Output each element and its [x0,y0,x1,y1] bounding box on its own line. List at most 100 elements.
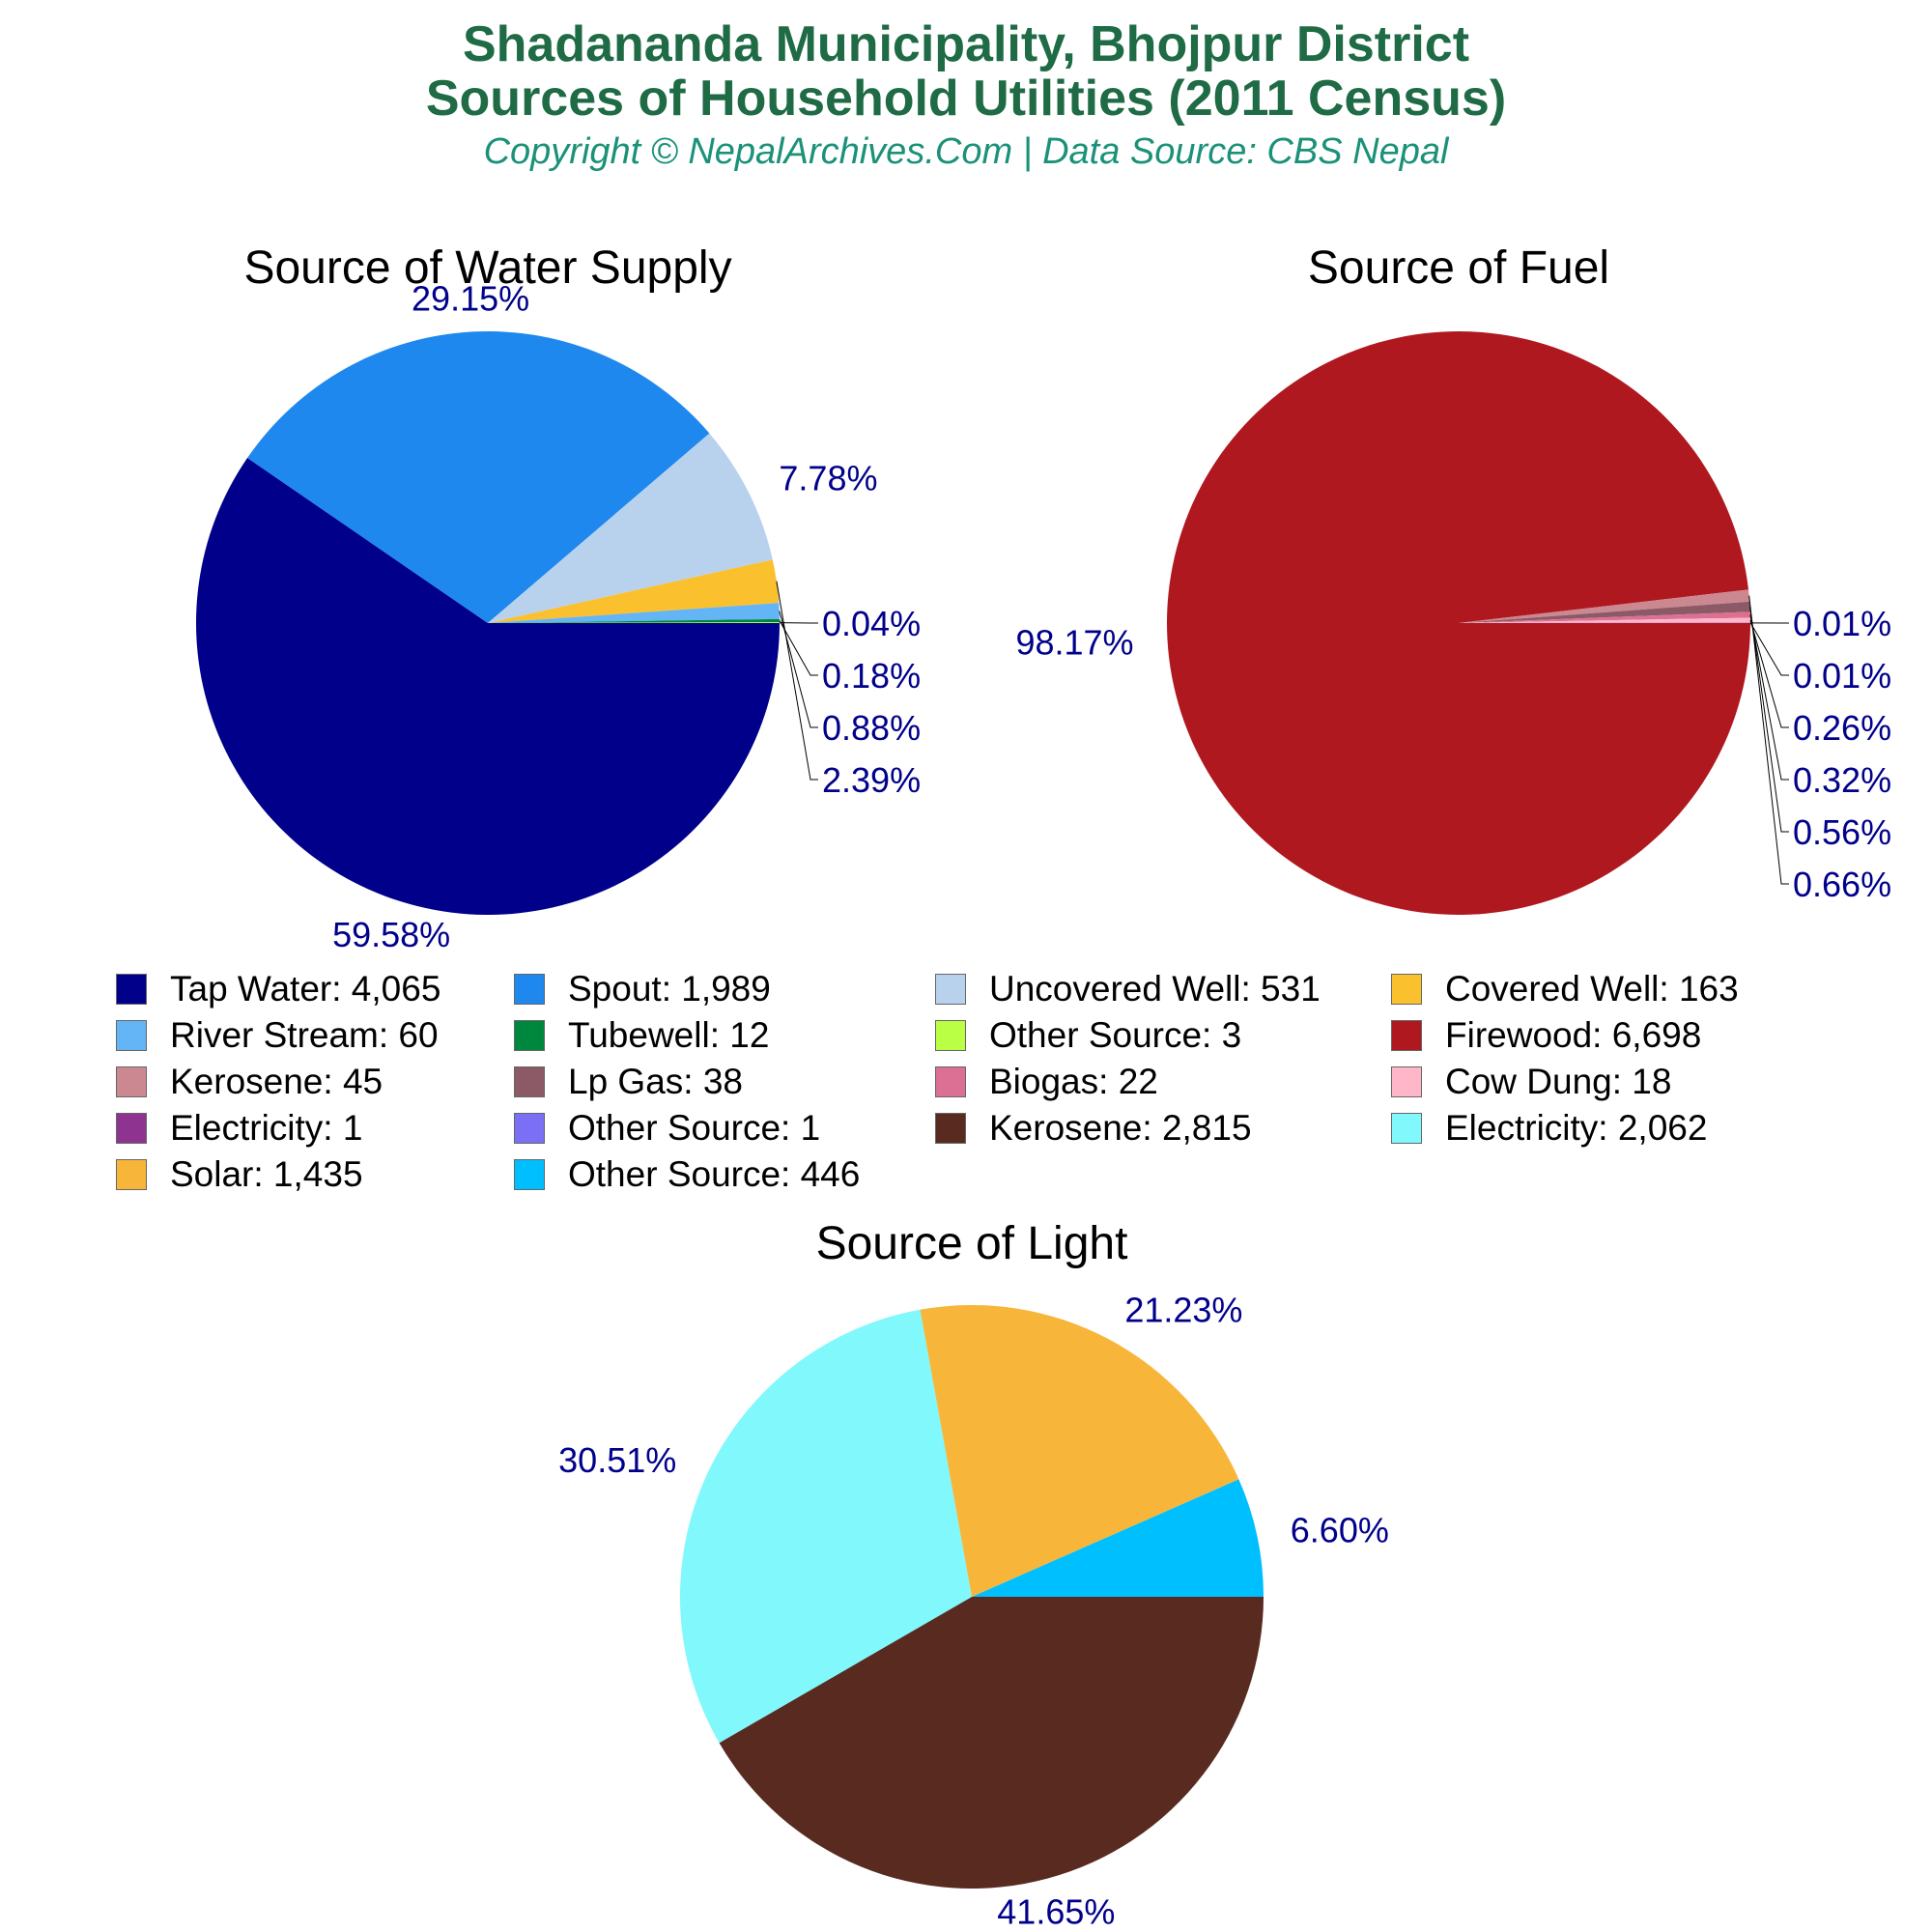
pie-value-label: 30.51% [558,1440,676,1480]
pie-value-label: 59.58% [332,915,450,954]
legend-item: Other Source: 446 [514,1153,935,1196]
legend-item: Kerosene: 2,815 [935,1107,1391,1150]
pie-slice-uncovered-well [488,433,773,623]
pie-slice-biogas [1459,611,1750,623]
legend-swatch [514,974,545,1005]
legend-label: Other Source: 1 [568,1108,821,1148]
callout-line [1749,606,1789,833]
pie-title: Source of Light [816,1218,1128,1269]
pie-slice-tap-water [195,458,781,915]
pie-title: Source of Fuel [1308,242,1609,294]
legend-label: Lp Gas: 38 [568,1062,744,1101]
legend-label: Other Source: 446 [568,1154,861,1194]
legend-swatch [116,1113,147,1144]
legend-item: Covered Well: 163 [1391,968,1816,1010]
legend-item: Solar: 1,435 [116,1153,514,1196]
callout-line [1749,622,1789,676]
pie-value-label: 0.01% [1793,656,1891,696]
chart-subtitle: Copyright © NepalArchives.Com | Data Sou… [483,131,1449,172]
legend-label: Covered Well: 163 [1445,969,1739,1009]
pie-slice-cow-dung [1459,617,1750,623]
pie-slice-other-source [972,1479,1264,1597]
legend-label: Spout: 1,989 [568,969,771,1009]
pie-slice-electricity [1459,622,1750,623]
legend-item: Electricity: 1 [116,1107,514,1150]
legend-swatch [935,1113,966,1144]
pie-value-label: 41.65% [997,1891,1115,1931]
callout-line [779,620,818,676]
legend-label: Electricity: 2,062 [1445,1108,1708,1148]
legend-item: Cow Dung: 18 [1391,1061,1816,1103]
pie-chart-3: Source of Light 41.65% 30.51% 21.23% 6.60% [558,1218,1389,1931]
legend-swatch [116,1159,147,1190]
pie-value-label: 0.26% [1793,708,1891,748]
legend-label: River Stream: 60 [170,1015,439,1055]
pie-slice-solar [920,1305,1239,1597]
legend-item: Other Source: 3 [935,1014,1391,1057]
pie-slice-electricity [679,1309,972,1744]
legend-label: Tubewell: 12 [568,1015,770,1055]
legend-item: Tap Water: 4,065 [116,968,514,1010]
pie-slice-other-source [488,622,780,623]
pie-value-label: 0.56% [1793,812,1891,852]
legend-item: River Stream: 60 [116,1014,514,1057]
legend-item: Spout: 1,989 [514,968,935,1010]
callout-line [1749,619,1789,728]
pie-slice-lp-gas [1459,601,1750,623]
legend-item: Lp Gas: 38 [514,1061,935,1103]
legend-swatch [1391,974,1422,1005]
legend-swatch [514,1066,545,1097]
pie-value-label: 29.15% [412,278,529,318]
pie-value-label: 6.60% [1291,1511,1389,1550]
legend-item: Electricity: 2,062 [1391,1107,1816,1150]
legend-label: Cow Dung: 18 [1445,1062,1672,1101]
legend-item: Tubewell: 12 [514,1014,935,1057]
legend-item: Uncovered Well: 531 [935,968,1391,1010]
legend-label: Solar: 1,435 [170,1154,363,1194]
pie-chart-2: Source of Fuel 98.17% 0.01% 0.01% 0.26% 0.32%… [1015,242,1891,916]
legend-label: Tap Water: 4,065 [170,969,441,1009]
legend-swatch [514,1020,545,1051]
pie-value-label: 0.04% [822,604,921,643]
legend-label: Firewood: 6,698 [1445,1015,1702,1055]
legend-label: Electricity: 1 [170,1108,363,1148]
pie-slice-tubewell [488,618,780,623]
chart-title-line2: Sources of Household Utilities (2011 Cen… [425,71,1507,127]
pie-slice-kerosene [719,1597,1264,1889]
legend-swatch [935,1066,966,1097]
pie-value-label: 2.39% [822,760,921,800]
callout-line [779,611,818,728]
legend-item: Kerosene: 45 [116,1061,514,1103]
pie-slice-kerosene [1459,589,1750,623]
pie-value-label: 7.78% [779,458,877,497]
legend-item: Biogas: 22 [935,1061,1391,1103]
legend-swatch [514,1113,545,1144]
legend-item: Firewood: 6,698 [1391,1014,1816,1057]
legend-item: Other Source: 1 [514,1107,935,1150]
legend: Tap Water: 4,065 Spout: 1,989 Uncovered We… [116,968,1816,1196]
pie-slice-firewood [1167,331,1751,916]
legend-swatch [116,1020,147,1051]
pie-chart-1: Source of Water Supply 59.58% 29.15% 7.78% 0… [195,242,921,954]
pie-value-label: 0.88% [822,708,921,748]
legend-label: Kerosene: 45 [170,1062,384,1101]
pie-value-label: 0.32% [1793,760,1891,800]
legend-label: Other Source: 3 [989,1015,1242,1055]
pie-value-label: 0.01% [1793,604,1891,643]
legend-swatch [116,974,147,1005]
legend-swatch [1391,1066,1422,1097]
callout-line [1748,595,1789,885]
pie-slice-spout [247,331,710,623]
legend-swatch [514,1159,545,1190]
pie-slice-covered-well [488,559,780,623]
legend-swatch [935,974,966,1005]
pie-value-label: 21.23% [1124,1291,1242,1330]
pie-value-label: 0.18% [822,656,921,696]
callout-line [1749,614,1789,781]
callout-line [776,581,818,781]
pie-slice-river-stream [488,603,780,623]
legend-swatch [1391,1020,1422,1051]
legend-swatch [116,1066,147,1097]
legend-label: Biogas: 22 [989,1062,1158,1101]
